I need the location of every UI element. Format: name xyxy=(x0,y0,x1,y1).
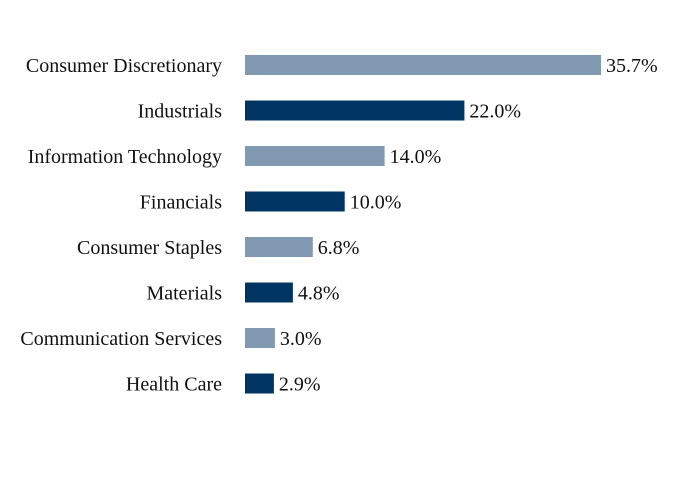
value-label-information-technology: 14.0% xyxy=(390,146,442,168)
category-label-consumer-staples: Consumer Staples xyxy=(77,237,222,259)
bar-materials xyxy=(245,282,293,303)
bar-consumer-discretionary xyxy=(245,55,601,75)
value-label-health-care: 2.9% xyxy=(279,374,321,396)
bar-consumer-staples xyxy=(245,237,313,257)
category-label-financials: Financials xyxy=(140,192,222,214)
bars-layer xyxy=(245,55,601,394)
category-label-industrials: Industrials xyxy=(138,101,223,123)
bar-financials xyxy=(245,191,345,212)
category-label-health-care: Health Care xyxy=(126,374,222,396)
bar-information-technology xyxy=(245,146,385,166)
bar-industrials xyxy=(245,100,465,121)
value-label-financials: 10.0% xyxy=(350,192,402,214)
bar-communication-services xyxy=(245,328,275,348)
value-label-industrials: 22.0% xyxy=(469,101,521,123)
category-label-consumer-discretionary: Consumer Discretionary xyxy=(26,55,222,77)
value-label-consumer-discretionary: 35.7% xyxy=(606,55,658,77)
value-label-consumer-staples: 6.8% xyxy=(318,237,360,259)
value-label-communication-services: 3.0% xyxy=(280,328,322,350)
category-label-communication-services: Communication Services xyxy=(20,328,222,350)
labels-layer: Consumer Discretionary 35.7% Industrials 22… xyxy=(20,55,657,396)
bar-health-care xyxy=(245,373,274,394)
category-label-information-technology: Information Technology xyxy=(28,146,222,168)
category-label-materials: Materials xyxy=(146,283,222,305)
value-label-materials: 4.8% xyxy=(298,283,340,305)
